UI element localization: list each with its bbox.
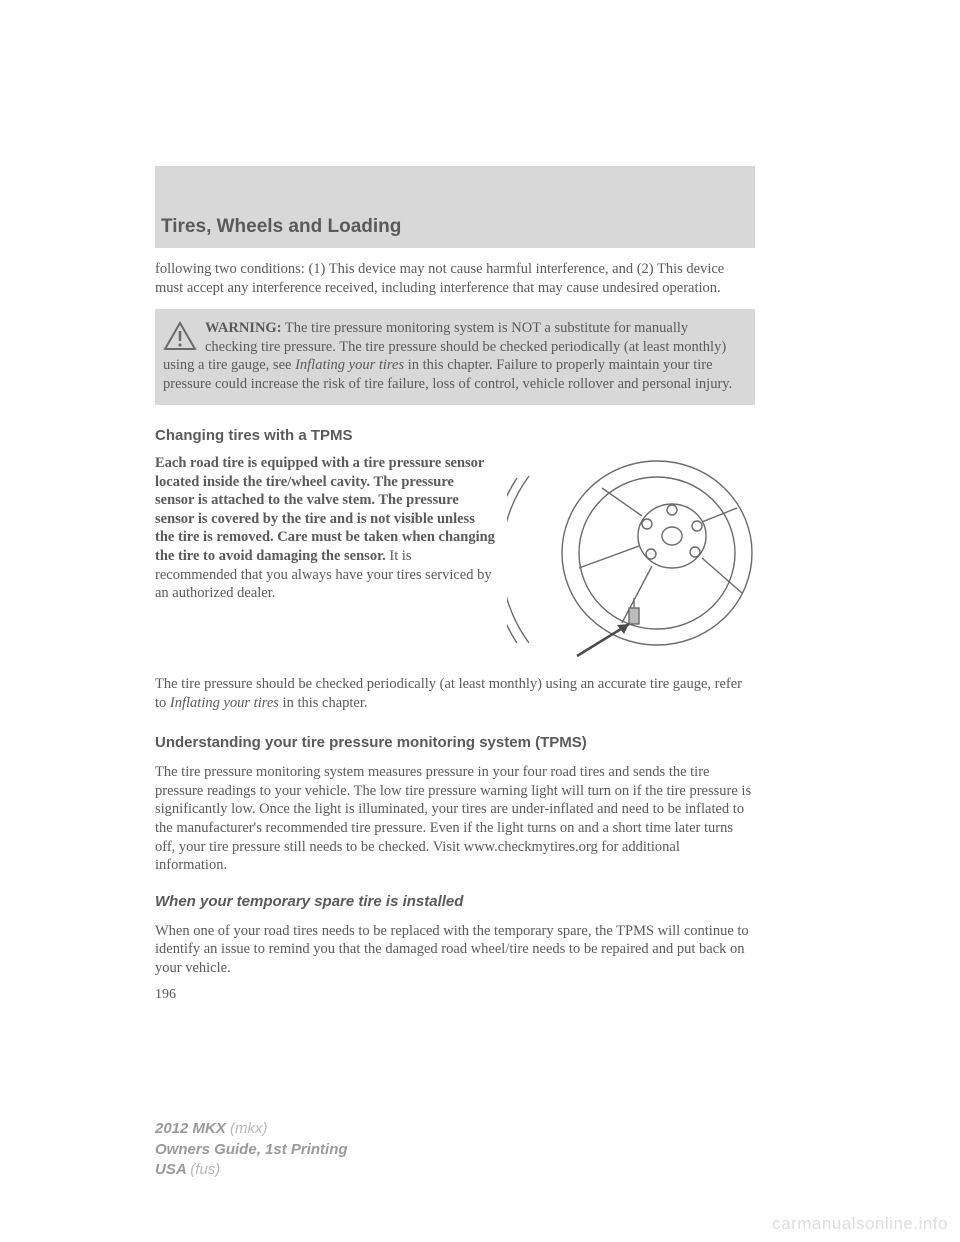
warning-label: WARNING: [205,320,282,336]
watermark-text: carmanualsonline.info [772,1214,948,1234]
footer-line-1: 2012 MKX (mkx) [155,1119,348,1139]
footer-model-code: (mkx) [230,1120,268,1137]
footer-line-2: Owners Guide, 1st Printing [155,1140,348,1160]
heading-understanding-tpms: Understanding your tire pressure monitor… [155,734,755,751]
manual-page: Tires, Wheels and Loading following two … [0,0,960,1242]
footer-block: 2012 MKX (mkx) Owners Guide, 1st Printin… [155,1119,348,1180]
tpms-block: Each road tire is equipped with a tire p… [155,454,755,663]
heading-spare-tire: When your temporary spare tire is instal… [155,893,755,910]
footer-region-code: (fus) [190,1161,220,1178]
spare-tire-body: When one of your road tires needs to be … [155,922,755,978]
page-number: 196 [155,987,755,1003]
para2-italic: Inflating your tires [170,695,279,711]
understanding-tpms-body: The tire pressure monitoring system meas… [155,763,755,874]
tire-pressure-check-paragraph: The tire pressure should be checked peri… [155,675,755,712]
warning-italic: Inflating your tires [295,357,404,373]
para2-post: in this chapter. [279,695,368,711]
heading-changing-tires: Changing tires with a TPMS [155,427,755,444]
footer-model: 2012 MKX [155,1120,230,1137]
footer-line-3: USA (fus) [155,1160,348,1180]
warning-box: WARNING: The tire pressure monitoring sy… [155,309,755,405]
wheel-diagram-icon [507,458,755,663]
content-area: Tires, Wheels and Loading following two … [155,166,755,1003]
warning-triangle-icon [163,321,197,356]
footer-region: USA [155,1161,190,1178]
section-title: Tires, Wheels and Loading [161,216,401,238]
warning-text: WARNING: The tire pressure monitoring sy… [163,319,743,393]
tpms-bold: Each road tire is equipped with a tire p… [155,455,495,564]
intro-paragraph: following two conditions: (1) This devic… [155,260,755,297]
section-header-bar: Tires, Wheels and Loading [155,166,755,248]
